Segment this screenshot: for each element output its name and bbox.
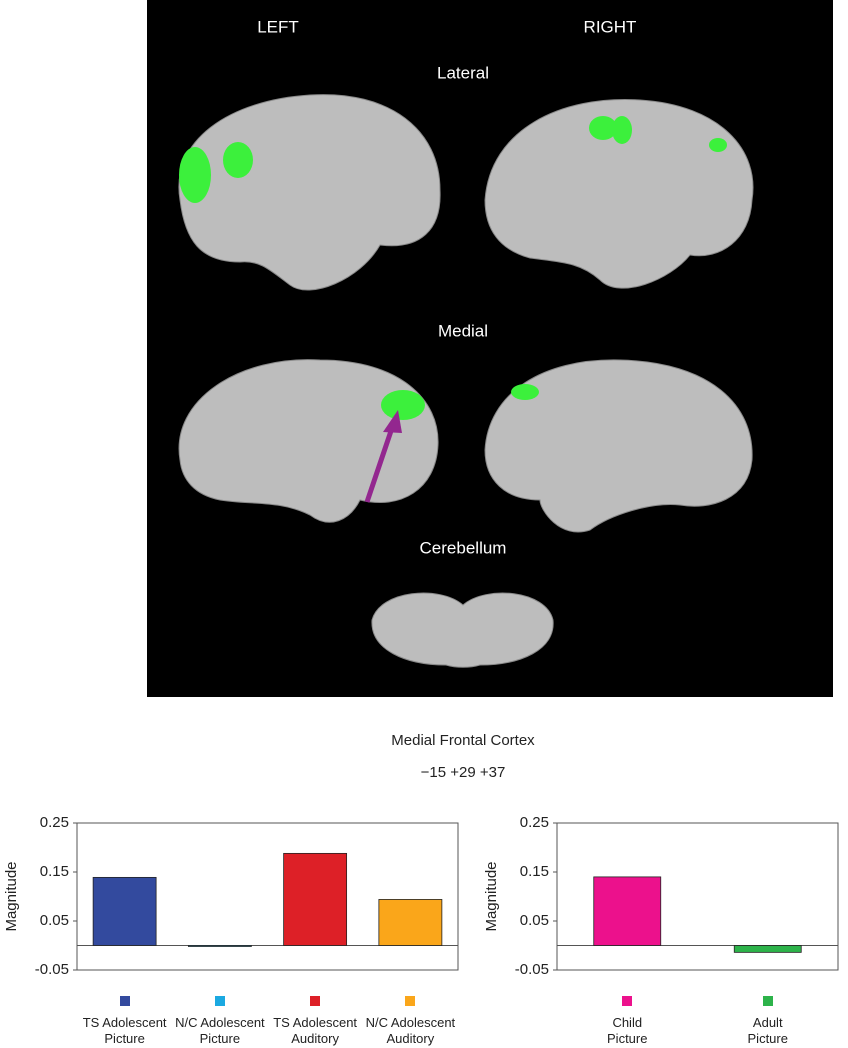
hemisphere-label: LEFT [257,17,299,36]
y-tick-label: -0.05 [515,961,549,978]
bar [187,945,252,947]
activation [223,142,253,178]
activation-blobs [179,116,727,420]
legend-label: N/C Adolescent Picture [175,1015,265,1046]
y-tick-label: 0.15 [520,863,549,880]
legend-entry: Child Picture [567,996,687,1047]
bar [378,899,443,946]
legend-swatch [214,996,225,1006]
y-axis-label: Magnitude [483,861,500,931]
bar [593,876,662,946]
legend-entry: TS Adolescent Picture [65,996,185,1047]
bar [733,945,802,953]
right-medial [484,359,753,533]
plot-frame [556,822,839,971]
y-axis-label: Magnitude [3,861,20,931]
y-tick-label: 0.05 [520,912,549,929]
legend-swatch [119,996,130,1006]
y-tick-label: 0.25 [520,814,549,831]
y-tick-label: 0.05 [40,912,69,929]
activation [179,147,211,203]
legend-swatch [762,996,773,1006]
legend-label: TS Adolescent Picture [82,1015,167,1046]
activation [511,384,539,400]
brain-panel [147,0,833,697]
brain-renders [178,94,754,668]
right-lateral [484,99,754,289]
legend-swatch [310,996,321,1006]
region-title: Medial Frontal Cortex [391,732,535,749]
left-medial [178,359,439,523]
legend-entry: Adult Picture [708,996,828,1047]
legend-label: TS Adolescent Auditory [273,1015,358,1046]
legend-label: Adult Picture [747,1015,788,1046]
legend-label: Child Picture [607,1015,648,1046]
plot-frame [76,822,459,971]
legend-entry: N/C Adolescent Picture [160,996,280,1047]
left-lateral [178,94,441,291]
y-tick-label: 0.25 [40,814,69,831]
bar [283,852,348,946]
activation [381,390,425,420]
view-label: Medial [438,321,488,340]
legend-entry: TS Adolescent Auditory [255,996,375,1047]
arrow [364,427,395,503]
cerebellum [371,592,554,668]
y-tick-label: -0.05 [35,961,69,978]
legend-entry: N/C Adolescent Auditory [350,996,470,1047]
activation [612,116,632,144]
legend-label: N/C Adolescent Auditory [365,1015,456,1046]
activation [709,138,727,152]
y-tick-label: 0.15 [40,863,69,880]
view-label: Cerebellum [420,538,507,557]
bar [92,876,157,946]
arrow-head [383,410,402,433]
view-label: Lateral [437,63,489,82]
legend-swatch [405,996,416,1006]
hemisphere-label: RIGHT [584,17,637,36]
coordinates: −15 +29 +37 [421,764,506,781]
legend-swatch [622,996,633,1006]
activation [589,116,617,140]
